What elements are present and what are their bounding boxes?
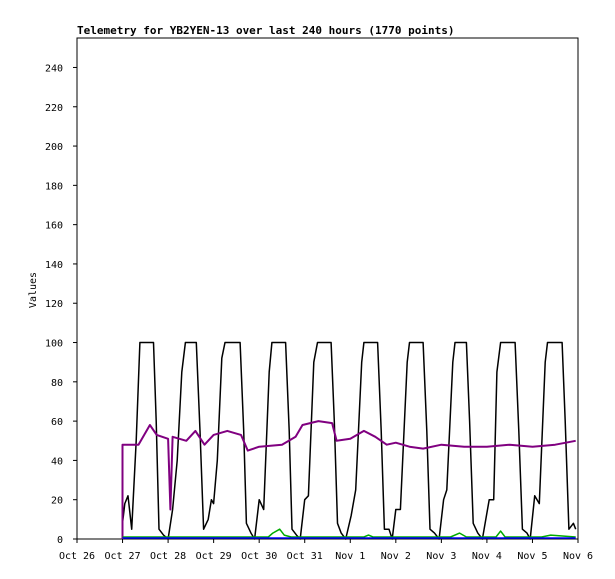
x-tick-label: Oct 26	[59, 551, 95, 562]
x-tick-label: Oct 31	[287, 551, 323, 562]
y-tick-label: 220	[45, 103, 63, 114]
y-tick-label: 240	[45, 63, 63, 74]
x-tick-label: Oct 30	[241, 551, 277, 562]
y-axis: 0 20 40 60 80 100 120 140 160 180 200 220 240	[45, 63, 77, 546]
y-tick-label: 60	[51, 417, 63, 428]
y-axis-label: Values	[28, 272, 39, 308]
y-tick-label: 40	[51, 456, 63, 467]
y-tick-label: 140	[45, 260, 63, 271]
chart-title: Telemetry for YB2YEN-13 over last 240 ho…	[77, 24, 455, 37]
x-axis: Oct 26 Oct 27 Oct 28 Oct 29 Oct 30 Oct 31 Nov …	[59, 539, 593, 562]
y-tick-label: 200	[45, 142, 63, 153]
y-tick-label: 100	[45, 339, 63, 350]
x-tick-label: Nov 5	[517, 551, 547, 562]
y-tick-label: 80	[51, 378, 63, 389]
x-tick-label: Nov 6	[563, 551, 593, 562]
series-line-1	[121, 420, 576, 539]
y-tick-label: 180	[45, 181, 63, 192]
x-tick-label: Nov 2	[381, 551, 411, 562]
series-line-0	[121, 341, 577, 540]
x-tick-label: Oct 29	[196, 551, 232, 562]
y-tick-label: 160	[45, 221, 63, 232]
series-line-2	[122, 528, 576, 538]
y-tick-label: 20	[51, 496, 63, 507]
x-tick-label: Oct 27	[104, 551, 140, 562]
x-tick-label: Oct 28	[150, 551, 186, 562]
y-tick-label: 120	[45, 299, 63, 310]
plot-frame	[76, 37, 579, 540]
x-tick-label: Nov 1	[335, 551, 365, 562]
x-tick-label: Nov 3	[426, 551, 456, 562]
series-layer	[121, 341, 577, 540]
y-tick-label: 0	[57, 535, 63, 546]
x-tick-label: Nov 4	[472, 551, 502, 562]
